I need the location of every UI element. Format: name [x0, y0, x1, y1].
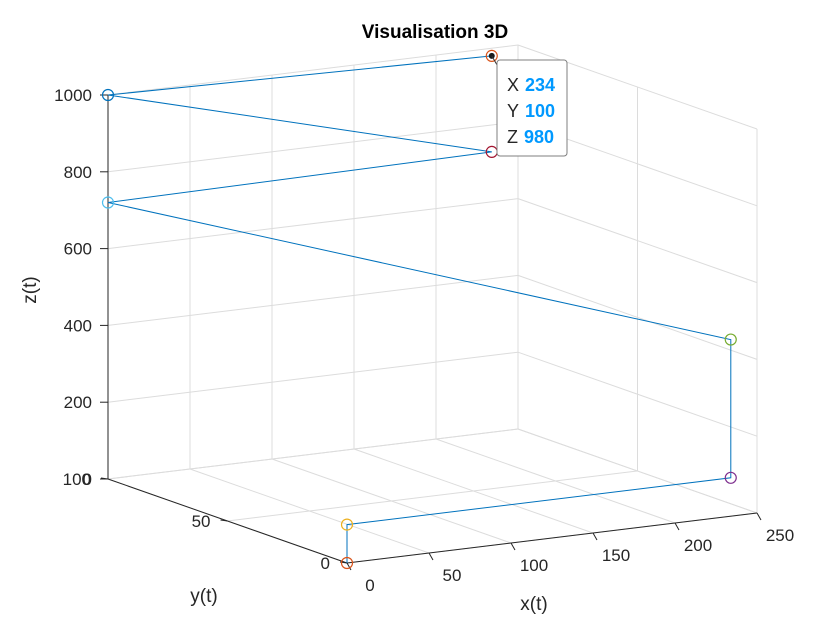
x-tick-mark — [756, 512, 762, 521]
floor-gridline-y — [227, 470, 638, 522]
data-marker[interactable] — [101, 196, 115, 209]
data-markers[interactable] — [101, 49, 737, 570]
x-axis-line — [346, 512, 758, 564]
z-tick-label: 1000 — [54, 86, 92, 105]
z-tick-label: 0 — [83, 470, 92, 489]
y-tick-mark — [220, 519, 228, 522]
side-wall-gridline-z — [517, 351, 758, 437]
back-wall-gridline-z — [107, 44, 519, 96]
datatip-box — [496, 59, 568, 157]
y-tick-label: 100 — [63, 470, 91, 489]
series-polyline — [107, 55, 732, 563]
x-tick-mark — [510, 542, 516, 551]
grid-layer — [107, 44, 758, 564]
x-tick-mark — [674, 522, 680, 531]
datatip-x-value: 234 — [525, 75, 555, 95]
datatip-y-value: 100 — [525, 101, 555, 121]
side-wall-gridline-z — [517, 274, 758, 360]
x-tick-label: 50 — [443, 566, 462, 585]
x-axis-label: x(t) — [520, 594, 547, 615]
datatip-z-value: 980 — [524, 127, 554, 147]
side-wall-gridline-z — [517, 198, 758, 284]
data-marker[interactable] — [101, 88, 115, 102]
x-tick-label: 150 — [602, 546, 630, 565]
side-wall-gridline-z — [517, 428, 758, 514]
z-tick-label: 800 — [64, 163, 92, 182]
z-tick-label: 600 — [64, 240, 92, 259]
back-wall-gridline-z — [107, 351, 519, 403]
data-marker[interactable] — [724, 471, 737, 484]
data-marker[interactable] — [340, 518, 354, 531]
series-line — [107, 55, 732, 563]
side-wall-gridline-z — [517, 44, 758, 130]
x-tick-label: 0 — [365, 576, 374, 595]
x-tick-label: 200 — [684, 536, 712, 555]
x-tick-mark — [346, 562, 352, 571]
data-marker[interactable] — [724, 333, 737, 346]
y-tick-label: 0 — [321, 554, 330, 573]
back-wall-gridline-z — [107, 121, 519, 173]
back-wall-gridline-z — [107, 198, 519, 250]
back-wall-gridline-z — [107, 274, 519, 326]
data-marker[interactable] — [485, 49, 498, 62]
datatip[interactable]: X 234 Y 100 Z 980 — [491, 55, 568, 157]
z-axis-label: z(t) — [20, 276, 41, 303]
datatip-y-label: Y — [507, 101, 519, 121]
x-tick-mark — [428, 552, 434, 561]
z-tick-label: 400 — [64, 316, 92, 335]
z-tick-label: 200 — [64, 393, 92, 412]
datatip-z-label: Z — [507, 127, 518, 147]
back-wall-gridline-z — [107, 428, 519, 480]
x-tick-label: 250 — [766, 526, 794, 545]
datatip-x-label: X — [507, 75, 519, 95]
y-tick-label: 50 — [192, 512, 211, 531]
y-axis-label: y(t) — [190, 586, 217, 607]
data-marker[interactable] — [340, 556, 354, 570]
x-tick-label: 100 — [520, 556, 548, 575]
axes-layer — [100, 94, 762, 571]
x-tick-mark — [592, 532, 598, 541]
chart-title: Visualisation 3D — [362, 22, 508, 43]
